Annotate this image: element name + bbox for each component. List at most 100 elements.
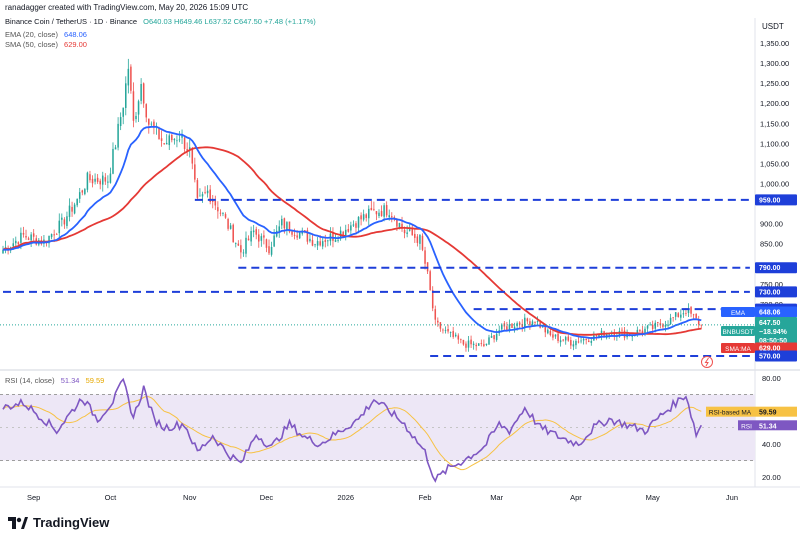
candle [355, 221, 357, 233]
candle-body [700, 324, 703, 326]
candle-body [229, 225, 232, 229]
candle-body [623, 330, 626, 338]
candle [258, 229, 260, 248]
candle-body [178, 139, 181, 141]
lightning-alert-icon[interactable] [701, 356, 713, 368]
candle [460, 338, 462, 344]
candle-body [562, 339, 564, 341]
candle-body [188, 147, 191, 150]
candle-body [17, 242, 20, 245]
candle-body [454, 334, 457, 337]
candle-body [595, 334, 598, 337]
sma-legend-label: SMA (50, close) [5, 40, 58, 49]
candle-body [281, 218, 283, 226]
badge-last-price: BNBUSDT 647.50 −18.94% 08:50:50 [721, 317, 797, 345]
candle [434, 305, 437, 325]
candle-body [209, 189, 211, 202]
time-tick-label: May [646, 493, 660, 502]
rsi-legend[interactable]: RSI (14, close) 51.34 59.59 [5, 376, 104, 385]
candle [135, 112, 137, 123]
candle-body [608, 334, 610, 336]
candle-body [362, 214, 365, 220]
candle-body [232, 224, 234, 243]
candle [700, 324, 703, 330]
candle [122, 107, 124, 125]
badge-text: 648.06 [759, 310, 781, 317]
candle [109, 167, 112, 184]
sma-legend[interactable]: SMA (50, close) 629.00 [5, 40, 87, 49]
candle [25, 229, 27, 240]
candle [119, 112, 122, 131]
ema-legend[interactable]: EMA (20, close) 648.06 [5, 30, 87, 39]
candle-body [165, 142, 168, 145]
candle-body [176, 140, 178, 142]
candle [255, 226, 257, 240]
candle-body [237, 243, 240, 246]
candle-body [449, 332, 452, 333]
tradingview-brand: TradingView [33, 515, 110, 530]
candle-body [669, 317, 672, 325]
rsi-tick-label: 80.00 [762, 374, 781, 383]
candle [580, 336, 582, 344]
candle-body [680, 314, 682, 318]
badge-tag: EMA [731, 310, 746, 317]
candle-body [580, 340, 582, 342]
candle-body [224, 214, 227, 218]
symbol-legend[interactable]: Binance Coin / TetherUS · 1D · Binance O… [5, 17, 316, 26]
candle-body [168, 135, 171, 146]
candle [531, 319, 534, 326]
candle-body [600, 330, 603, 336]
candle-body [63, 219, 66, 225]
candle-body [337, 240, 339, 241]
candle [94, 173, 96, 185]
candle-body [22, 232, 25, 235]
candle [697, 315, 700, 330]
badge-text: 570.00 [759, 354, 781, 361]
chart-author-line: ranadagger created with TradingView.com,… [5, 3, 249, 12]
candle-body [564, 337, 567, 341]
candle-body [76, 198, 78, 206]
candle [416, 234, 419, 247]
candle-body [414, 233, 416, 238]
candle [114, 144, 117, 150]
candle-body [86, 172, 89, 190]
candle-body [55, 234, 58, 235]
candle [477, 343, 480, 346]
candle-body [81, 190, 84, 193]
candle [35, 235, 38, 246]
candle [96, 174, 99, 184]
candle-body [380, 211, 383, 217]
candle [513, 322, 516, 333]
candle-body [411, 228, 414, 236]
candle [621, 327, 623, 335]
candle [89, 170, 91, 183]
candle-body [104, 177, 107, 182]
price-tick-label: 850.00 [760, 240, 783, 249]
candle [687, 303, 690, 318]
candle [337, 236, 339, 243]
candle [263, 230, 265, 245]
candle-body [401, 223, 403, 229]
candle-body [211, 200, 214, 202]
badge-tag: SMA:MA [725, 346, 751, 353]
candle-body [25, 235, 27, 238]
rsi-line [2, 377, 703, 483]
candle-body [125, 83, 127, 108]
candle-body [342, 231, 344, 236]
candle-body [437, 320, 439, 323]
candle-body [657, 322, 659, 323]
candle-body [396, 219, 398, 227]
candle [137, 99, 140, 123]
tradingview-footer[interactable]: TradingView [8, 515, 109, 530]
candle-body [194, 164, 196, 180]
candle-body [590, 341, 593, 343]
candle-body [431, 290, 434, 309]
candle [639, 329, 641, 333]
candle-body [557, 333, 559, 342]
candle [385, 201, 388, 218]
candle [237, 240, 240, 247]
candle [488, 334, 490, 345]
candle-body [508, 324, 511, 332]
candle [224, 212, 227, 219]
